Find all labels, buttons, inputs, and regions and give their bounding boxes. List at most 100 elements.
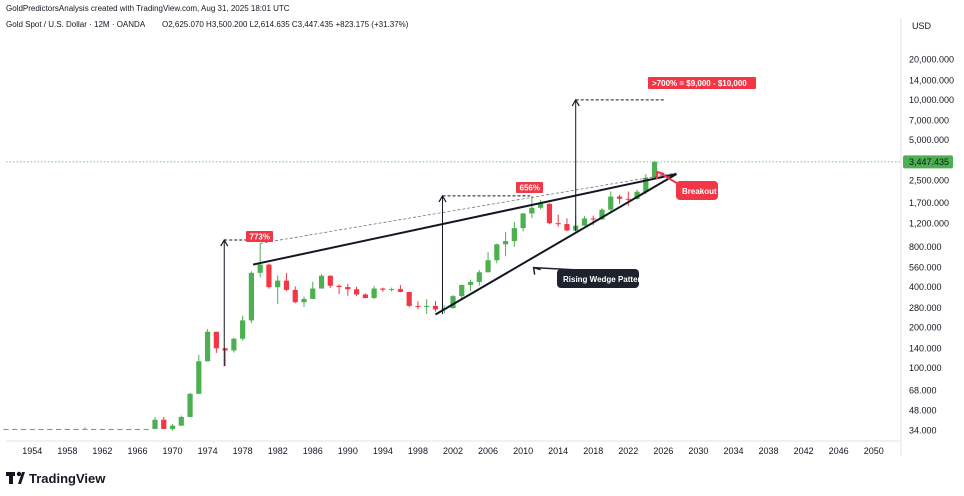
candle xyxy=(275,275,281,304)
candle-body xyxy=(380,288,386,290)
candle-body xyxy=(502,241,509,245)
candle xyxy=(564,218,570,232)
pct-2011-label: 656% xyxy=(516,182,543,193)
current-price-text: 3,447.435 xyxy=(909,157,949,167)
candle xyxy=(20,428,27,430)
candle-body xyxy=(55,428,62,430)
candle xyxy=(248,271,255,324)
candle xyxy=(511,222,517,247)
candle-body xyxy=(494,244,500,261)
candle xyxy=(161,416,167,429)
candle-body xyxy=(292,289,298,303)
candle-body xyxy=(485,260,491,273)
price-tick-label: 400.000 xyxy=(909,282,942,292)
candle xyxy=(520,213,526,232)
candle-body xyxy=(169,425,176,429)
price-axis[interactable]: 20,000.000 14,000.000 10,000.000 7,000.000 5… xyxy=(909,55,954,436)
move-1980-arrowhead xyxy=(220,238,229,247)
candle-body xyxy=(73,428,79,430)
candle xyxy=(38,428,44,430)
price-tick-label: 2,500.000 xyxy=(909,176,949,186)
candle xyxy=(415,301,421,310)
price-tick-label: 100.000 xyxy=(909,363,942,373)
time-tick-label: 1998 xyxy=(408,446,428,456)
drawings xyxy=(220,98,681,367)
candle xyxy=(327,275,333,288)
price-tick-label: 7,000.000 xyxy=(909,116,949,126)
candle xyxy=(301,296,307,308)
candle xyxy=(99,428,106,430)
candle xyxy=(292,286,298,304)
price-tick-label: 5,000.000 xyxy=(909,135,949,145)
candle-body xyxy=(467,281,474,285)
candle xyxy=(82,427,88,430)
price-tick-label: 140.000 xyxy=(909,343,942,353)
candle-body xyxy=(511,228,517,242)
time-tick-label: 2006 xyxy=(478,446,498,456)
candle-body xyxy=(318,275,325,289)
ohlc-readout: O2,625.070 H3,500.200 L2,614.635 C3,447.… xyxy=(162,20,409,29)
candle xyxy=(64,428,70,430)
candle-body xyxy=(450,296,456,309)
candle-body xyxy=(117,428,123,430)
current-price-tag: 3,447.435 xyxy=(903,155,953,169)
candle-body xyxy=(336,285,342,288)
time-tick-label: 2018 xyxy=(583,446,603,456)
candle xyxy=(529,195,535,219)
time-tick-label: 1990 xyxy=(338,446,358,456)
candle-body xyxy=(371,288,377,299)
candle-body xyxy=(134,428,141,430)
time-tick-label: 1958 xyxy=(57,446,77,456)
price-tick-label: 560.000 xyxy=(909,263,942,273)
price-tick-label: 1,200.000 xyxy=(909,218,949,228)
currency-label: USD xyxy=(912,21,932,31)
candle-body xyxy=(459,284,465,297)
candle xyxy=(152,416,158,429)
price-tick-label: 14,000.000 xyxy=(909,75,954,85)
candle-body xyxy=(283,280,290,290)
time-tick-label: 2050 xyxy=(864,446,884,456)
time-axis[interactable]: 1954 1958 1962 1966 1970 1974 1978 1982 1986 1990… xyxy=(22,446,883,456)
chart-credit: GoldPredictorsAnalysis created with Trad… xyxy=(6,4,290,13)
candle xyxy=(204,329,211,362)
price-tick-label: 280.000 xyxy=(909,303,942,313)
candle-body xyxy=(555,223,561,225)
time-tick-label: 1954 xyxy=(22,446,42,456)
candle xyxy=(134,428,141,430)
candles xyxy=(3,160,658,431)
candle xyxy=(380,287,386,292)
target-text: >700% = $9,000 - $10,000 xyxy=(652,79,747,88)
time-tick-label: 2030 xyxy=(688,446,708,456)
pattern-callout: Rising Wedge Pattern xyxy=(557,269,646,288)
candle-body xyxy=(397,289,404,292)
candle xyxy=(213,331,219,354)
candle xyxy=(73,428,79,430)
candle xyxy=(336,284,342,294)
candle xyxy=(467,279,474,292)
candle xyxy=(581,216,588,226)
candle-body xyxy=(266,264,272,288)
time-tick-label: 1978 xyxy=(233,446,253,456)
candle xyxy=(196,354,202,394)
price-tick-label: 10,000.000 xyxy=(909,95,954,105)
grid xyxy=(6,18,902,456)
tradingview-logo-icon xyxy=(6,471,25,484)
wedge-lower-line xyxy=(434,173,678,316)
candle xyxy=(616,194,623,204)
price-tick-label: 20,000.000 xyxy=(909,55,954,65)
candle xyxy=(502,231,509,257)
time-tick-label: 1986 xyxy=(303,446,323,456)
candle xyxy=(310,281,316,300)
time-tick-label: 1982 xyxy=(268,446,288,456)
time-tick-label: 1994 xyxy=(373,446,393,456)
candle xyxy=(538,199,544,210)
candle-body xyxy=(12,428,18,430)
candle xyxy=(651,160,658,178)
candle-body xyxy=(546,203,553,224)
candle xyxy=(12,428,18,430)
price-tick-label: 68.000 xyxy=(909,385,937,395)
candle xyxy=(424,299,430,315)
time-tick-label: 1974 xyxy=(198,446,218,456)
tradingview-logo[interactable]: TradingView xyxy=(6,471,106,486)
candle-body xyxy=(538,203,544,208)
